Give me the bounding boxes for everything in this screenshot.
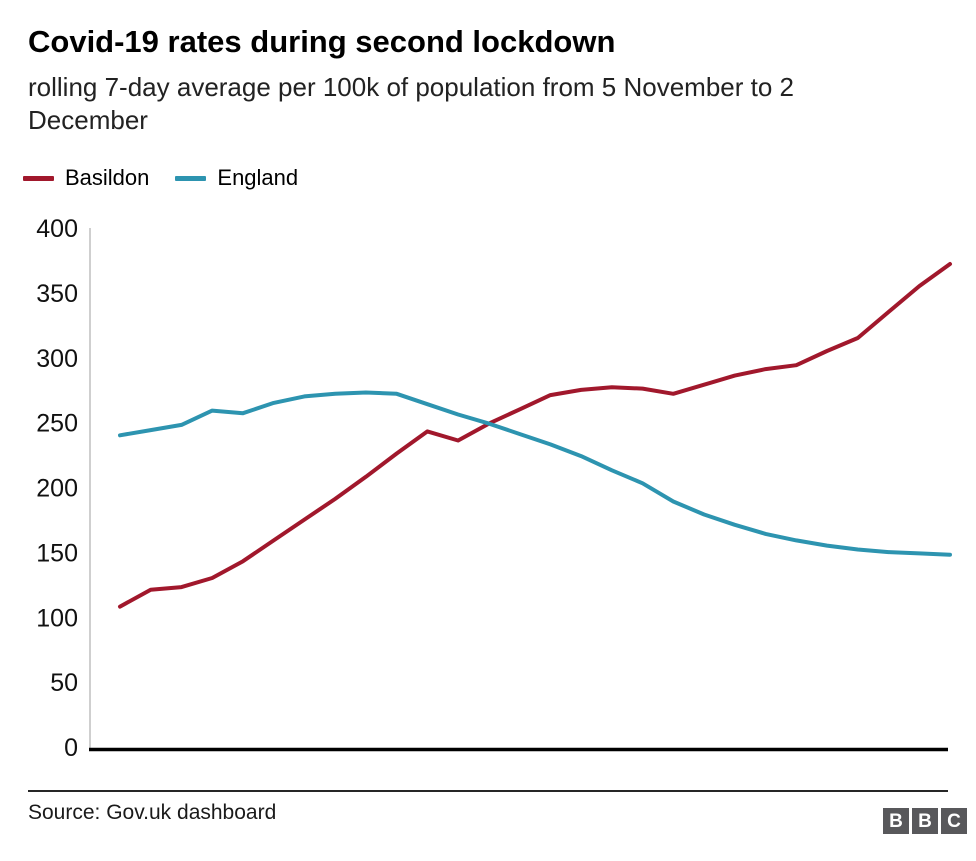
y-tick-label: 100 — [36, 604, 78, 632]
y-tick-label: 50 — [50, 669, 78, 697]
subtitle-line-2: December — [28, 105, 148, 135]
england-line — [118, 390, 952, 557]
legend-item-england: England — [175, 165, 298, 191]
bbc-logo-block-b2: B — [912, 808, 938, 834]
footer-divider — [28, 790, 948, 792]
y-tick-label: 300 — [36, 345, 78, 373]
page-title: Covid-19 rates during second lockdown — [28, 24, 616, 59]
legend-item-basildon: Basildon — [23, 165, 149, 191]
y-tick-label: 350 — [36, 280, 78, 308]
legend-label-basildon: Basildon — [65, 165, 150, 190]
y-tick-label: 0 — [64, 734, 78, 762]
source-text: Source: Gov.uk dashboard — [28, 801, 277, 824]
y-tick-label: 250 — [36, 410, 78, 438]
subtitle-line-1: rolling 7-day average per 100k of popula… — [28, 72, 794, 102]
chart-legend: Basildon England — [23, 165, 298, 191]
bbc-logo-block-b1: B — [883, 808, 909, 834]
y-tick-label: 150 — [36, 539, 78, 567]
bbc-logo: B B C — [883, 808, 967, 834]
basildon-line — [118, 262, 952, 609]
basildon-line-swatch — [23, 175, 54, 181]
legend-label-england: England — [217, 165, 299, 190]
y-tick-label: 200 — [36, 475, 78, 503]
y-tick-label: 400 — [36, 215, 78, 243]
england-line-swatch — [175, 175, 207, 181]
chart-subtitle: rolling 7-day average per 100k of popula… — [28, 71, 794, 137]
bbc-logo-block-c: C — [941, 808, 967, 834]
